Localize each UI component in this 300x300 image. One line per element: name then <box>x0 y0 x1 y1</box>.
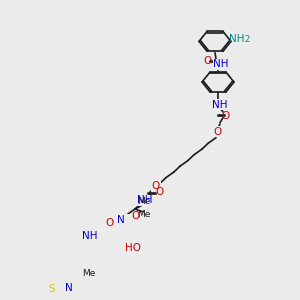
Text: S: S <box>49 284 56 294</box>
Text: Me: Me <box>137 197 151 206</box>
Text: O: O <box>106 218 114 228</box>
Text: O: O <box>152 181 160 191</box>
Text: NH: NH <box>212 100 228 110</box>
Text: 2: 2 <box>244 35 250 44</box>
Text: O: O <box>222 111 230 121</box>
Text: N: N <box>65 283 73 292</box>
Text: N: N <box>117 215 125 225</box>
Text: O: O <box>213 127 221 137</box>
Text: Me: Me <box>82 269 96 278</box>
Text: NH: NH <box>213 59 229 69</box>
Text: O: O <box>131 211 139 221</box>
Text: HO: HO <box>125 243 141 253</box>
Text: O: O <box>155 187 163 197</box>
Text: NH: NH <box>82 231 98 241</box>
Text: NH: NH <box>137 195 153 206</box>
Text: O: O <box>203 56 211 66</box>
Text: NH: NH <box>229 34 245 44</box>
Text: Me: Me <box>137 209 151 218</box>
